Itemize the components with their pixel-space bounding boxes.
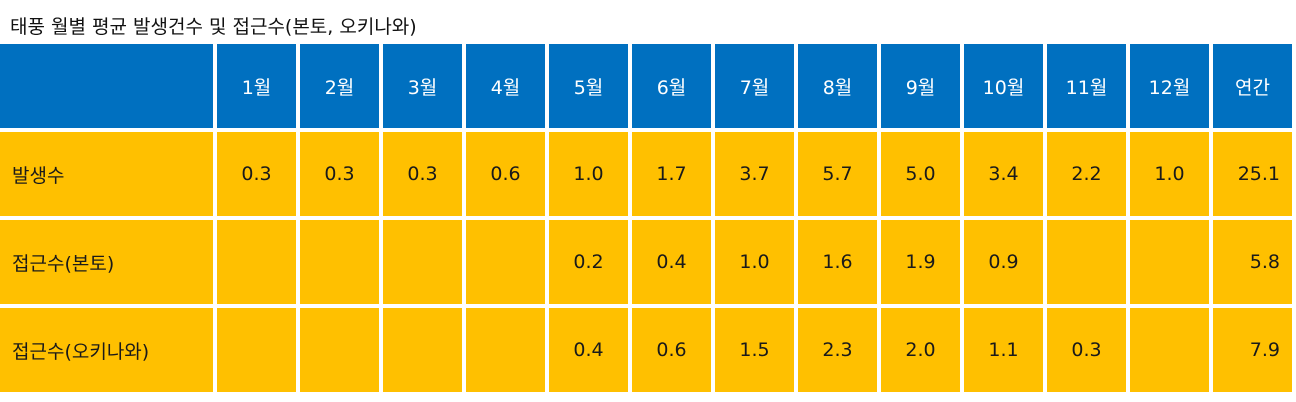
table-cell: 3.4 <box>964 132 1047 220</box>
table-cell: 0.3 <box>300 132 383 220</box>
row-label-2: 접근수(본토) <box>0 220 217 308</box>
table-cell <box>383 308 466 396</box>
table-cell: 0.6 <box>632 308 715 396</box>
table-cell <box>300 308 383 396</box>
table-cell <box>217 308 300 396</box>
column-header-5: 5월 <box>549 44 632 132</box>
column-header-4: 4월 <box>466 44 549 132</box>
table-cell <box>466 220 549 308</box>
table-cell: 0.9 <box>964 220 1047 308</box>
table-cell <box>1130 220 1213 308</box>
column-header-12: 12월 <box>1130 44 1213 132</box>
table-cell: 1.5 <box>715 308 798 396</box>
column-header-11: 11월 <box>1047 44 1130 132</box>
column-header-13: 연간 <box>1213 44 1296 132</box>
table-cell: 0.6 <box>466 132 549 220</box>
column-header-6: 6월 <box>632 44 715 132</box>
table-cell: 0.2 <box>549 220 632 308</box>
column-header-9: 9월 <box>881 44 964 132</box>
column-header-8: 8월 <box>798 44 881 132</box>
table-cell: 5.8 <box>1213 220 1296 308</box>
row-label-1: 발생수 <box>0 132 217 220</box>
table-cell: 1.0 <box>1130 132 1213 220</box>
table-cell: 1.1 <box>964 308 1047 396</box>
header-corner-cell <box>0 44 217 132</box>
table-cell: 1.0 <box>549 132 632 220</box>
table-cell: 5.7 <box>798 132 881 220</box>
table-cell <box>383 220 466 308</box>
column-header-1: 1월 <box>217 44 300 132</box>
table-cell: 2.3 <box>798 308 881 396</box>
table-cell: 2.0 <box>881 308 964 396</box>
column-header-7: 7월 <box>715 44 798 132</box>
column-header-2: 2월 <box>300 44 383 132</box>
table-title: 태풍 월별 평균 발생건수 및 접근수(본토, 오키나와) <box>10 16 417 38</box>
table-cell: 0.4 <box>632 220 715 308</box>
table-cell: 1.7 <box>632 132 715 220</box>
table-cell: 3.7 <box>715 132 798 220</box>
column-header-3: 3월 <box>383 44 466 132</box>
typhoon-monthly-table: 1월 2월 3월 4월 5월 6월 7월 8월 9월 10월 11월 12월 연간 발생수 0.3 0.3 0.… <box>0 44 1296 396</box>
table-cell: 1.0 <box>715 220 798 308</box>
table-cell <box>466 308 549 396</box>
table-cell: 7.9 <box>1213 308 1296 396</box>
table-cell: 25.1 <box>1213 132 1296 220</box>
table-cell <box>1047 220 1130 308</box>
table-cell: 0.4 <box>549 308 632 396</box>
table-cell: 2.2 <box>1047 132 1130 220</box>
table-cell: 1.9 <box>881 220 964 308</box>
table-cell <box>217 220 300 308</box>
table-cell: 1.6 <box>798 220 881 308</box>
table-cell: 0.3 <box>383 132 466 220</box>
table-cell <box>1130 308 1213 396</box>
table-cell <box>300 220 383 308</box>
table-cell: 5.0 <box>881 132 964 220</box>
table-cell: 0.3 <box>217 132 300 220</box>
table-cell: 0.3 <box>1047 308 1130 396</box>
column-header-10: 10월 <box>964 44 1047 132</box>
row-label-3: 접근수(오키나와) <box>0 308 217 396</box>
